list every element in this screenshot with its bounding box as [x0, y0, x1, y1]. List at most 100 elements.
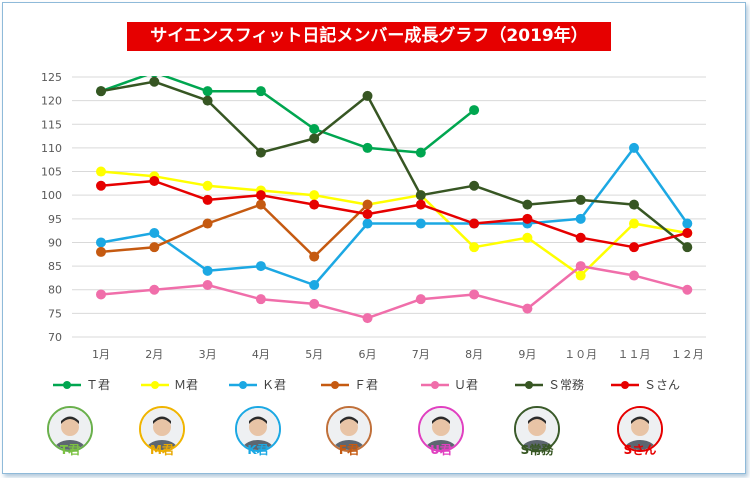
y-tick-label: 95: [48, 213, 62, 226]
data-point: [522, 232, 533, 243]
person-icon: [420, 408, 462, 450]
legend-label: Ｍ君: [174, 378, 199, 392]
avatar-label: T君: [59, 443, 81, 457]
data-point: [362, 313, 373, 324]
data-point: [255, 190, 266, 201]
data-point: [96, 289, 106, 300]
data-point: [149, 76, 160, 87]
data-point: [469, 105, 480, 116]
series-line-3: [100, 146, 689, 287]
data-point: [629, 270, 639, 281]
data-point: [575, 194, 586, 205]
x-tick-label: 7月: [412, 348, 430, 361]
y-tick-label: 90: [48, 236, 62, 249]
member-avatar: [139, 406, 185, 452]
avatar-label: S常務: [520, 443, 554, 457]
legend-label: Ｋ君: [262, 378, 287, 392]
legend-label: Ｓさん: [644, 378, 681, 392]
data-point: [415, 147, 426, 158]
legend-label: Ｓ常務: [548, 378, 585, 392]
series-line-6: [100, 80, 689, 249]
data-point: [202, 194, 213, 205]
x-tick-label: 4月: [252, 348, 270, 361]
series-layer: [96, 76, 693, 324]
x-tick-label: １０月: [564, 348, 597, 361]
x-tick-label: 5月: [305, 348, 323, 361]
x-tick-label: 1月: [92, 348, 110, 361]
person-icon: [141, 408, 183, 450]
legend-item: Ｕ君: [420, 377, 478, 393]
data-point: [629, 199, 639, 210]
legend-marker: [321, 381, 349, 389]
y-tick-label: 70: [48, 331, 62, 344]
data-point: [202, 265, 213, 276]
data-point: [309, 280, 320, 290]
legend-label: Ｔ君: [86, 378, 111, 392]
data-point: [415, 294, 426, 305]
data-point: [575, 261, 586, 272]
data-point: [469, 218, 480, 229]
x-tick-label: １２月: [671, 348, 704, 361]
data-point: [522, 199, 533, 210]
data-point: [309, 124, 320, 134]
x-tick-label: 3月: [199, 348, 217, 361]
data-point: [255, 147, 266, 158]
data-point: [415, 199, 426, 210]
data-point: [469, 289, 480, 300]
legend-marker: [515, 381, 543, 389]
data-point: [202, 86, 213, 97]
data-point: [362, 90, 373, 101]
data-point: [362, 209, 373, 220]
member-avatar: [235, 406, 281, 452]
legend-item: Ｓ常務: [514, 377, 584, 393]
data-point: [629, 242, 639, 253]
avatar-label: M君: [150, 443, 174, 457]
data-point: [309, 190, 320, 201]
data-point: [362, 142, 373, 153]
series-line-1: [100, 76, 475, 154]
data-point: [682, 228, 693, 238]
series-line-4: [100, 203, 369, 258]
data-point: [255, 86, 266, 97]
data-point: [149, 284, 160, 295]
y-tick-label: 85: [48, 260, 62, 273]
legend-item: Ｆ君: [320, 377, 378, 393]
y-tick-label: 110: [41, 142, 62, 155]
legend-item: Ｔ君: [52, 377, 110, 393]
legend-label: Ｆ君: [354, 378, 379, 392]
data-point: [309, 199, 320, 210]
data-point: [309, 133, 320, 144]
member-avatar: [617, 406, 663, 452]
person-icon: [516, 408, 558, 450]
data-point: [96, 246, 106, 257]
data-point: [149, 228, 160, 238]
data-point: [96, 237, 106, 248]
legend-marker: [53, 381, 81, 389]
y-tick-label: 105: [41, 166, 62, 179]
legend-marker: [141, 381, 169, 389]
data-point: [96, 86, 106, 97]
data-point: [575, 232, 586, 243]
legend-item: Ｍ君: [140, 377, 198, 393]
data-point: [469, 242, 480, 253]
data-point: [255, 199, 266, 210]
data-point: [575, 270, 586, 281]
avatar-label: U君: [430, 443, 452, 457]
legend-label: Ｕ君: [454, 378, 479, 392]
data-point: [150, 76, 158, 78]
data-point: [255, 261, 266, 272]
data-point: [522, 213, 533, 224]
data-point: [522, 303, 533, 314]
series-line-7: [100, 179, 688, 249]
data-point: [202, 218, 213, 229]
data-point: [682, 284, 693, 295]
legend-marker: [229, 381, 257, 389]
avatar-label: K君: [247, 443, 269, 457]
y-tick-label: 120: [41, 95, 62, 108]
member-avatar: [418, 406, 464, 452]
data-point: [362, 218, 373, 229]
legend-item: Ｓさん: [610, 377, 680, 393]
person-icon: [619, 408, 661, 450]
x-tick-label: 6月: [359, 348, 377, 361]
avatar-label: Sさん: [623, 443, 657, 457]
